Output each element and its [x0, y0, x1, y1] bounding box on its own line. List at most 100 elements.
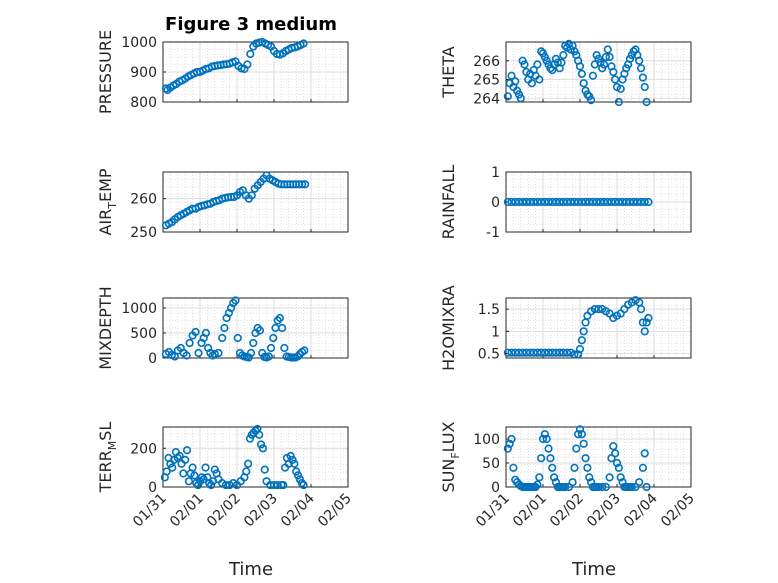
data-point — [561, 482, 570, 492]
data-point — [191, 327, 200, 337]
data-point — [507, 197, 516, 207]
data-point — [266, 343, 276, 353]
data-point — [583, 90, 592, 99]
data-point — [599, 60, 609, 69]
data-point — [161, 84, 171, 93]
data-point — [279, 480, 288, 490]
data-point — [269, 333, 278, 343]
x-axis-label-left: Time — [228, 559, 273, 580]
y-axis-label: THETA — [439, 46, 458, 98]
data-point — [210, 465, 219, 474]
data-point — [162, 467, 171, 476]
data-point — [218, 333, 227, 343]
data-point — [533, 60, 542, 69]
y-axis-label-subscript: T — [106, 202, 119, 210]
data-point — [616, 84, 625, 93]
data-point — [603, 45, 612, 54]
data-point — [540, 430, 549, 439]
data-point — [529, 348, 538, 357]
data-point — [266, 480, 275, 490]
data-point — [255, 326, 265, 335]
y-tick-label: 0.5 — [478, 347, 500, 363]
data-point — [244, 353, 253, 362]
data-point — [633, 197, 642, 207]
data-point — [635, 478, 644, 487]
y-axis-label-main: MIXDEPTH — [96, 286, 115, 369]
x-tick-label: 02/02 — [547, 491, 587, 531]
data-point — [275, 313, 285, 323]
data-point — [286, 451, 295, 461]
y-axis-label: TERRMSL — [96, 422, 119, 494]
data-point — [280, 343, 289, 353]
data-point — [503, 444, 512, 453]
x-tick-label: 02/03 — [584, 491, 624, 531]
y-tick-label: 265 — [473, 73, 500, 89]
y-tick-label: 100 — [473, 432, 500, 448]
x-tick-label: 02/02 — [204, 491, 244, 531]
data-point — [540, 348, 549, 357]
y-tick-label: 200 — [130, 441, 157, 457]
y-axis-label-main: PRESSURE — [96, 30, 115, 114]
data-point — [594, 305, 603, 314]
data-point — [540, 197, 549, 207]
data-point — [579, 327, 588, 336]
data-point — [605, 473, 614, 482]
x-tick-label: 02/04 — [621, 490, 661, 530]
data-point — [507, 348, 516, 357]
data-point — [577, 430, 586, 439]
y-tick-label: 1 — [491, 165, 500, 181]
subplot-theta: 264 265 266 THETA — [439, 39, 692, 107]
x-axis-label-right: Time — [571, 559, 616, 580]
y-tick-label: 0 — [491, 195, 500, 211]
data-point — [605, 52, 614, 62]
y-tick-label: 1000 — [121, 35, 157, 51]
data-point — [644, 197, 653, 207]
data-point — [527, 79, 537, 88]
data-point — [548, 197, 557, 207]
data-point — [214, 348, 223, 358]
data-point — [243, 60, 252, 69]
y-axis-label-subscript: F — [449, 452, 462, 458]
data-point — [522, 197, 531, 207]
data-point — [644, 313, 653, 323]
data-point — [642, 97, 651, 107]
data-point — [638, 463, 648, 472]
data-point — [507, 434, 516, 444]
data-point — [299, 39, 308, 48]
data-point — [255, 430, 264, 439]
y-axis-label-main: SUN — [439, 459, 458, 493]
data-point — [640, 197, 649, 207]
data-point — [616, 473, 625, 482]
data-point — [273, 480, 282, 490]
y-axis-label-rest: EMP — [96, 168, 115, 202]
subplot-h2omixra: 0.5 1 1.5 H2OMIXRA — [439, 285, 692, 371]
data-point — [299, 480, 308, 490]
data-point — [246, 348, 256, 358]
data-point — [570, 463, 579, 472]
y-axis-label-main: AIR — [96, 209, 115, 236]
data-point — [529, 197, 538, 207]
data-point — [574, 430, 583, 439]
data-point — [542, 434, 551, 444]
data-point — [577, 69, 586, 78]
axes-box — [505, 41, 692, 103]
data-point — [249, 338, 258, 348]
data-point — [260, 465, 269, 474]
data-point — [577, 336, 586, 345]
data-point — [579, 439, 588, 448]
data-point — [233, 333, 242, 343]
data-point — [210, 349, 219, 359]
data-point — [535, 75, 544, 84]
x-tick-label: 02/05 — [315, 491, 355, 531]
data-point — [298, 180, 307, 189]
data-point — [511, 77, 520, 86]
data-point — [583, 463, 592, 472]
data-point — [231, 296, 240, 305]
data-point — [511, 348, 520, 357]
data-point — [636, 305, 646, 314]
data-point — [300, 346, 309, 355]
y-axis-label-rest: LUX — [439, 421, 458, 452]
data-point — [622, 197, 631, 207]
